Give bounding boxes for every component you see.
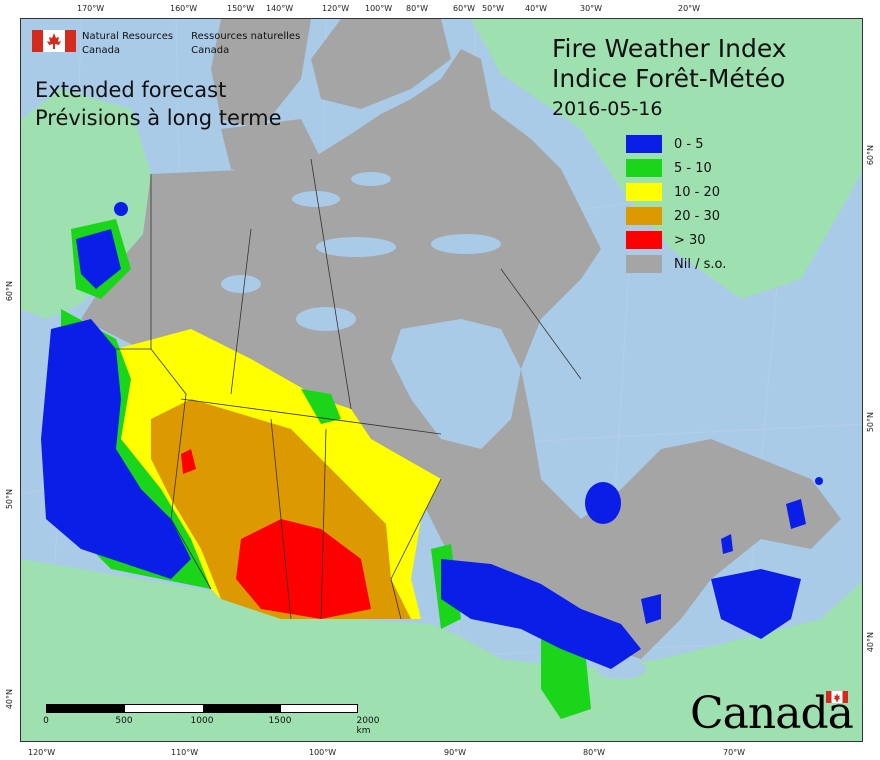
canada-flag-icon (32, 30, 76, 52)
bottom-tick: 80°W (583, 748, 606, 757)
title-en: Fire Weather Index (552, 34, 787, 63)
bottom-tick: 70°W (723, 748, 746, 757)
zone-over-30 (181, 449, 196, 474)
bottom-tick: 120°W (28, 748, 56, 757)
agency-name-fr: Ressources naturelles Canada (191, 30, 300, 58)
top-tick: 50°W (482, 4, 505, 13)
right-tick: 40°N (866, 632, 875, 653)
agency-name-en-line1: Natural Resources (82, 31, 174, 42)
zone-0-5 (721, 534, 733, 554)
legend-label: 0 - 5 (674, 136, 704, 152)
title-fr: Indice Forêt-Météo (552, 64, 786, 93)
subtitle: Extended forecast Prévisions à long term… (35, 76, 282, 132)
agency-signature: Natural Resources Canada Ressources natu… (32, 30, 300, 58)
legend: 0 - 5 5 - 10 10 - 20 20 - 30 > 30 Nil / … (626, 132, 726, 276)
left-tick: 50°N (5, 489, 14, 510)
map-svg (21, 19, 862, 741)
zone-0-5 (641, 594, 661, 624)
bottom-tick: 90°W (444, 748, 467, 757)
legend-label: 5 - 10 (674, 160, 712, 176)
scale-label: 500 (115, 716, 133, 726)
top-tick: 140°W (266, 4, 294, 13)
top-tick: 30°W (580, 4, 603, 13)
top-tick: 170°W (77, 4, 105, 13)
map-canvas[interactable] (20, 18, 863, 742)
zone-0-5 (585, 482, 621, 524)
left-tick: 60°N (5, 281, 14, 302)
foreign-land (21, 19, 862, 741)
scale-segment (203, 705, 281, 712)
legend-item: 0 - 5 (626, 132, 726, 156)
scale-segment (47, 705, 125, 712)
legend-label: > 30 (674, 232, 706, 248)
zone-0-5 (815, 477, 823, 485)
subtitle-fr: Prévisions à long terme (35, 106, 282, 130)
legend-label: Nil / s.o. (674, 256, 727, 272)
legend-swatch (626, 255, 662, 273)
right-tick: 60°N (866, 145, 875, 166)
bottom-tick: 110°W (171, 748, 199, 757)
zone-over-30 (236, 519, 371, 619)
legend-item: > 30 (626, 228, 726, 252)
agency-name-en: Natural Resources Canada (82, 30, 173, 58)
zone-0-5 (711, 569, 801, 639)
legend-item: Nil / s.o. (626, 252, 726, 276)
legend-swatch (626, 231, 662, 249)
zone-0-5 (76, 229, 121, 289)
legend-item: 10 - 20 (626, 180, 726, 204)
legend-swatch (626, 183, 662, 201)
agency-name-en-line2: Canada (82, 45, 121, 56)
top-tick: 160°W (170, 4, 198, 13)
legend-swatch (626, 207, 662, 225)
agency-name-fr-line2: Canada (191, 45, 230, 56)
legend-item: 20 - 30 (626, 204, 726, 228)
top-tick: 20°W (678, 4, 701, 13)
top-tick: 100°W (365, 4, 393, 13)
right-tick: 50°N (866, 412, 875, 433)
legend-swatch (626, 159, 662, 177)
legend-item: 5 - 10 (626, 156, 726, 180)
zone-0-5 (41, 319, 191, 579)
scale-bar-ruler (46, 704, 358, 713)
scale-label: 0 (43, 716, 49, 726)
zone-5-10 (301, 389, 341, 424)
top-tick: 120°W (322, 4, 350, 13)
scale-bar: 0 500 1000 1500 2000 km (43, 704, 379, 736)
wordmark-flag-icon (826, 691, 848, 703)
top-tick: 40°W (525, 4, 548, 13)
zone-0-5 (786, 499, 806, 529)
zone-0-5 (441, 559, 641, 669)
top-tick: 60°W (453, 4, 476, 13)
scale-label: 1500 (268, 716, 292, 726)
bottom-tick: 100°W (309, 748, 337, 757)
scale-label: 1000 (190, 716, 214, 726)
agency-name-fr-line1: Ressources naturelles (191, 31, 301, 42)
legend-label: 20 - 30 (674, 208, 721, 224)
water-bodies (221, 172, 646, 679)
zone-5-10 (541, 639, 591, 719)
top-tick: 80°W (406, 4, 429, 13)
subtitle-en: Extended forecast (35, 78, 227, 102)
legend-label: 10 - 20 (674, 184, 721, 200)
scale-label: 2000 km (356, 716, 380, 736)
provincial-boundaries (116, 158, 582, 620)
legend-swatch (626, 135, 662, 153)
top-tick: 150°W (227, 4, 255, 13)
left-tick: 40°N (5, 689, 14, 710)
zone-0-5 (114, 202, 128, 216)
title-date: 2016-05-16 (552, 98, 663, 120)
map-title: Fire Weather Index Indice Forêt-Météo 20… (552, 34, 787, 122)
